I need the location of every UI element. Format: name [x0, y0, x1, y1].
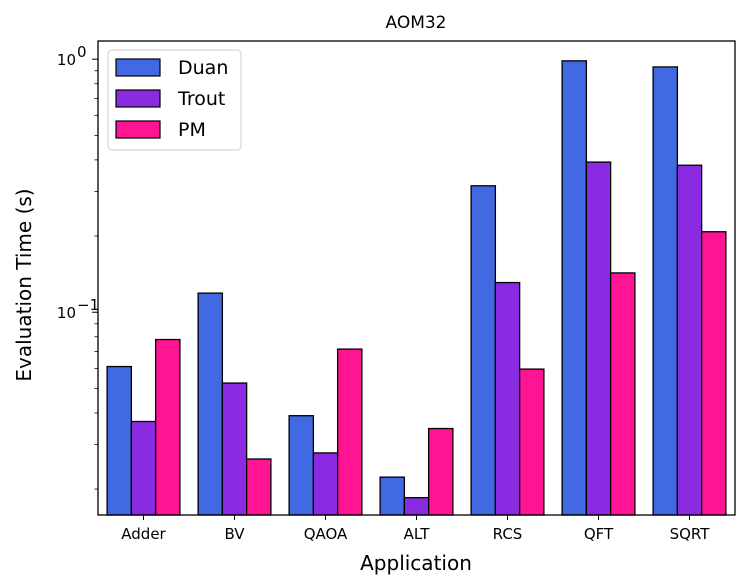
legend-label-duan: Duan	[178, 57, 228, 79]
legend-swatch-trout	[115, 89, 161, 108]
bar-duan-adder	[106, 365, 133, 516]
bar-duan-alt	[379, 476, 406, 516]
y-axis-label: Evaluation Time (s)	[12, 188, 36, 381]
bar-trout-rcs	[494, 281, 521, 516]
y-tick-exponent: 0	[77, 43, 87, 61]
bar-duan-rcs	[470, 185, 497, 516]
bar-trout-bv	[221, 382, 248, 516]
bar-pm-adder	[154, 338, 181, 516]
x-tick-label-alt: ALT	[404, 525, 431, 543]
x-tick-label-adder: Adder	[121, 525, 166, 543]
bar-pm-qft	[609, 272, 636, 516]
bar-pm-qaoa	[336, 348, 363, 516]
bar-pm-sqrt	[700, 231, 727, 516]
bars-group	[106, 60, 727, 516]
x-tick-label-sqrt: SQRT	[670, 525, 711, 543]
y-tick-exponent: −1	[77, 296, 99, 314]
plot-frame	[97, 40, 736, 516]
bar-trout-adder	[130, 420, 157, 516]
bar-trout-alt	[403, 497, 430, 516]
y-tick-label: 10	[57, 304, 76, 322]
bar-duan-qft	[561, 60, 588, 516]
x-axis-ticks: Adder BV QAOA ALT RCS QFT SQRT	[121, 515, 710, 543]
x-tick-label-qaoa: QAOA	[304, 525, 348, 543]
chart-title: AOM32	[385, 13, 446, 33]
legend-swatch-duan	[115, 58, 161, 77]
bar-duan-sqrt	[652, 66, 679, 516]
bar-trout-qaoa	[312, 452, 339, 516]
bar-pm-rcs	[518, 368, 545, 516]
x-tick-label-rcs: RCS	[493, 525, 523, 543]
bar-trout-sqrt	[676, 164, 703, 516]
legend-label-pm: PM	[178, 119, 206, 141]
bar-trout-qft	[585, 161, 612, 516]
bar-pm-bv	[245, 458, 272, 516]
x-tick-label-qft: QFT	[584, 525, 614, 543]
bar-duan-qaoa	[288, 415, 315, 516]
x-axis-label: Application	[360, 551, 472, 575]
legend-swatch-pm	[115, 120, 161, 139]
bar-pm-alt	[427, 427, 454, 516]
legend: Duan Trout PM	[107, 49, 242, 151]
y-tick-label: 10	[57, 51, 76, 69]
bar-duan-bv	[197, 292, 224, 516]
legend-label-trout: Trout	[177, 88, 225, 110]
x-tick-label-bv: BV	[224, 525, 245, 543]
